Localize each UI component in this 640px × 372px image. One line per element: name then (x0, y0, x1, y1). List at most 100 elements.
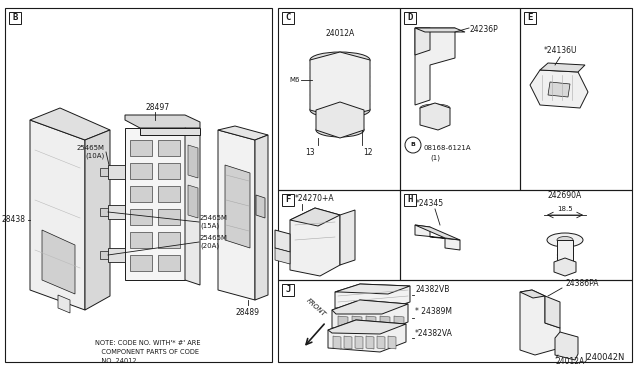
Polygon shape (557, 240, 573, 262)
Polygon shape (520, 290, 560, 355)
Polygon shape (218, 130, 255, 300)
Polygon shape (275, 248, 290, 264)
Polygon shape (548, 82, 570, 97)
Text: B: B (12, 13, 18, 22)
Text: 18.5: 18.5 (557, 206, 573, 212)
Text: J: J (285, 285, 291, 295)
Polygon shape (85, 130, 110, 310)
Bar (404, 194, 416, 206)
Polygon shape (158, 232, 180, 248)
Polygon shape (188, 145, 198, 178)
Circle shape (405, 137, 421, 153)
Polygon shape (545, 296, 560, 328)
Ellipse shape (326, 56, 354, 64)
Text: 24012A: 24012A (325, 29, 355, 38)
Text: NO. 24012.: NO. 24012. (95, 358, 139, 364)
Bar (9, 12, 21, 24)
Ellipse shape (442, 36, 448, 40)
Text: J240042N: J240042N (584, 353, 625, 362)
Ellipse shape (316, 123, 364, 137)
Polygon shape (332, 300, 408, 314)
Polygon shape (100, 251, 108, 259)
Text: *24345: *24345 (416, 199, 444, 208)
Text: 25465M: 25465M (77, 145, 105, 151)
Polygon shape (255, 135, 268, 300)
Ellipse shape (418, 35, 426, 41)
Polygon shape (316, 102, 364, 138)
Text: E: E (527, 13, 532, 22)
Polygon shape (275, 230, 290, 252)
Text: 12: 12 (364, 148, 372, 157)
Text: *24382VA: *24382VA (415, 330, 453, 339)
Polygon shape (158, 163, 180, 179)
Polygon shape (394, 316, 404, 329)
Polygon shape (328, 320, 406, 334)
Bar (5, 8, 272, 362)
Polygon shape (130, 255, 152, 271)
Ellipse shape (557, 335, 575, 341)
Polygon shape (256, 195, 265, 218)
Polygon shape (366, 336, 374, 349)
Ellipse shape (547, 233, 583, 247)
Ellipse shape (420, 104, 450, 112)
Polygon shape (140, 128, 200, 135)
Text: 25465M: 25465M (200, 215, 228, 221)
Polygon shape (344, 336, 352, 349)
Bar (282, 194, 294, 206)
Text: H: H (407, 196, 413, 205)
Polygon shape (30, 120, 85, 310)
Polygon shape (108, 205, 125, 219)
Text: 28497: 28497 (146, 103, 170, 112)
Bar (282, 284, 294, 296)
Bar (278, 8, 400, 190)
Bar (278, 190, 400, 280)
Polygon shape (310, 52, 370, 118)
Text: F: F (285, 196, 291, 205)
Polygon shape (555, 332, 578, 360)
Polygon shape (388, 336, 396, 349)
Bar (400, 8, 520, 190)
Text: 28489: 28489 (236, 308, 260, 317)
Polygon shape (415, 225, 460, 250)
Polygon shape (108, 248, 125, 262)
Text: 242690A: 242690A (548, 191, 582, 200)
Text: 25465M: 25465M (200, 235, 228, 241)
Polygon shape (130, 140, 152, 156)
Polygon shape (130, 186, 152, 202)
Polygon shape (100, 208, 108, 216)
Polygon shape (188, 185, 198, 218)
Polygon shape (366, 316, 376, 329)
Polygon shape (290, 208, 340, 226)
Polygon shape (58, 295, 70, 313)
Polygon shape (415, 225, 460, 240)
Ellipse shape (526, 323, 534, 327)
Polygon shape (355, 336, 363, 349)
Polygon shape (554, 258, 576, 276)
Polygon shape (158, 209, 180, 225)
Polygon shape (42, 230, 75, 294)
Text: 24236P: 24236P (470, 25, 499, 34)
Text: *24136U: *24136U (543, 46, 577, 55)
Polygon shape (185, 128, 200, 285)
Polygon shape (125, 128, 185, 280)
Polygon shape (335, 284, 410, 294)
Polygon shape (340, 210, 355, 265)
Polygon shape (125, 115, 200, 128)
Polygon shape (158, 186, 180, 202)
Polygon shape (540, 63, 585, 72)
Text: 13: 13 (305, 148, 315, 157)
Bar (278, 280, 632, 362)
Polygon shape (530, 70, 588, 108)
Polygon shape (225, 165, 250, 248)
Polygon shape (520, 290, 545, 298)
Text: * 24389M: * 24389M (415, 308, 452, 317)
Ellipse shape (528, 305, 538, 311)
Polygon shape (328, 320, 406, 352)
Ellipse shape (310, 102, 370, 118)
Polygon shape (130, 209, 152, 225)
Bar (524, 12, 536, 24)
Polygon shape (420, 103, 450, 130)
Polygon shape (415, 28, 465, 32)
Bar (400, 190, 632, 280)
Text: (10A): (10A) (86, 153, 105, 159)
